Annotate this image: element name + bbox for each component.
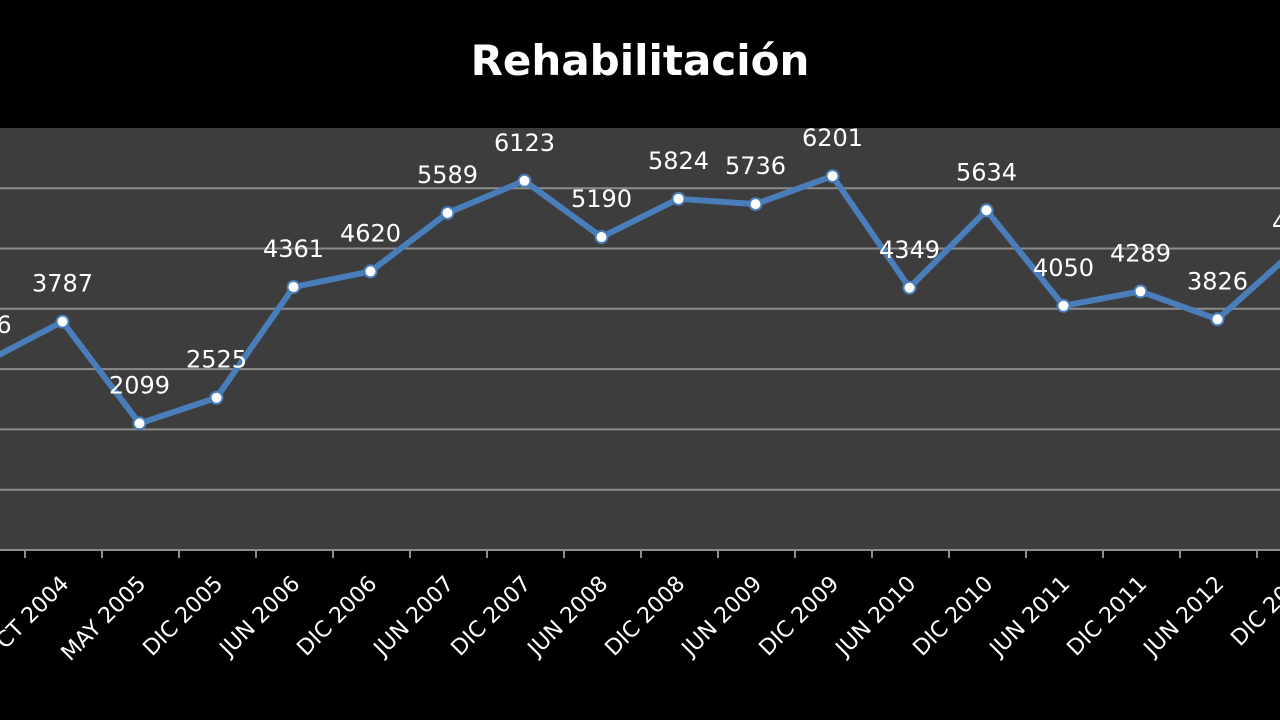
plot-area — [0, 128, 1280, 550]
data-point — [132, 416, 147, 431]
data-label: 4289 — [1110, 239, 1171, 267]
data-label-partial: 4 — [1272, 209, 1280, 237]
data-point — [1133, 284, 1148, 299]
data-point — [825, 169, 840, 184]
data-point — [748, 197, 763, 212]
data-label: 5589 — [417, 161, 478, 189]
data-point — [286, 280, 301, 295]
data-point — [979, 203, 994, 218]
data-label: 6201 — [802, 124, 863, 152]
data-markers — [55, 169, 1225, 431]
data-point — [594, 230, 609, 245]
data-label: 2099 — [109, 371, 170, 399]
data-label: 4361 — [263, 235, 324, 263]
data-series — [0, 173, 1280, 427]
data-point — [209, 390, 224, 405]
data-label: 3826 — [1187, 267, 1248, 295]
gridlines — [0, 187, 1280, 491]
data-label: 5736 — [725, 152, 786, 180]
data-label: 3787 — [32, 270, 93, 298]
data-label: 4050 — [1033, 254, 1094, 282]
data-point — [1210, 312, 1225, 327]
data-point — [902, 280, 917, 295]
data-label: 4620 — [340, 219, 401, 247]
data-point — [1056, 298, 1071, 313]
data-label: 5824 — [648, 147, 709, 175]
data-point — [671, 191, 686, 206]
data-label: 2525 — [186, 346, 247, 374]
data-label: 5634 — [956, 158, 1017, 186]
data-point — [363, 264, 378, 279]
data-labels: 3787 2099 2525 4361 4620 5589 6123 5190 5824 5736… — [0, 124, 1280, 399]
series-line — [0, 173, 1280, 427]
data-label: 6123 — [494, 129, 555, 157]
data-point — [517, 173, 532, 188]
data-label-partial: 6 — [0, 311, 12, 339]
data-label: 4349 — [879, 236, 940, 264]
data-point — [55, 314, 70, 329]
data-point — [440, 205, 455, 220]
data-label: 5190 — [571, 185, 632, 213]
chart-title: Rehabilitación — [471, 36, 810, 85]
